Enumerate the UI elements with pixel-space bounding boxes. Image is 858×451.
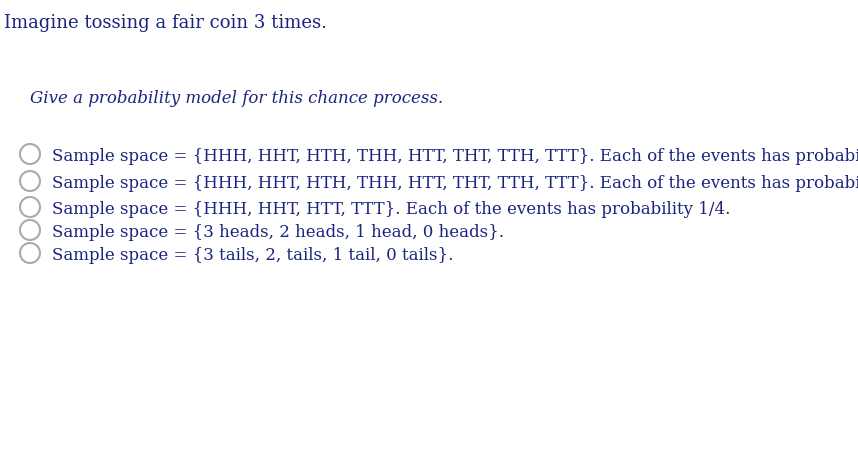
Text: Sample space = {3 tails, 2, tails, 1 tail, 0 tails}.: Sample space = {3 tails, 2, tails, 1 tai… [52, 246, 453, 263]
Text: Sample space = {HHH, HHT, HTT, TTT}. Each of the events has probability 1/4.: Sample space = {HHH, HHT, HTT, TTT}. Eac… [52, 201, 730, 217]
Text: Give a probability model for this chance process.: Give a probability model for this chance… [30, 90, 443, 107]
Text: Sample space = {3 heads, 2 heads, 1 head, 0 heads}.: Sample space = {3 heads, 2 heads, 1 head… [52, 224, 504, 240]
Text: Sample space = {HHH, HHT, HTH, THH, HTT, THT, TTH, TTT}. Each of the events has : Sample space = {HHH, HHT, HTH, THH, HTT,… [52, 175, 858, 192]
Text: Sample space = {HHH, HHT, HTH, THH, HTT, THT, TTH, TTT}. Each of the events has : Sample space = {HHH, HHT, HTH, THH, HTT,… [52, 147, 858, 165]
Text: Imagine tossing a fair coin 3 times.: Imagine tossing a fair coin 3 times. [4, 14, 327, 32]
